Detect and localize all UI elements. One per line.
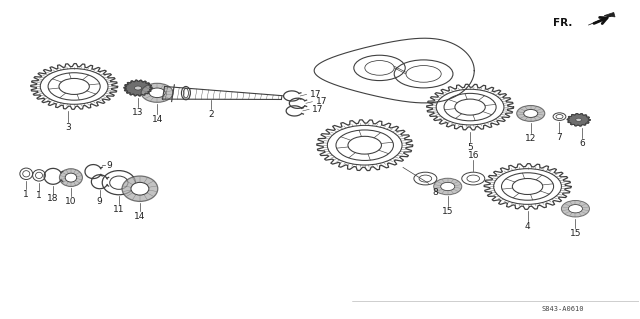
Text: 5: 5 — [467, 143, 473, 152]
Ellipse shape — [134, 86, 141, 90]
Text: 9: 9 — [107, 161, 113, 170]
Text: 17: 17 — [312, 105, 324, 114]
Text: 15: 15 — [570, 229, 581, 238]
Text: 14: 14 — [134, 211, 145, 220]
Text: 1: 1 — [24, 190, 29, 199]
Ellipse shape — [441, 182, 455, 191]
Text: 14: 14 — [152, 115, 163, 124]
Ellipse shape — [60, 169, 83, 187]
Text: 1: 1 — [36, 191, 42, 200]
Ellipse shape — [568, 204, 582, 213]
Text: 9: 9 — [97, 197, 102, 206]
Ellipse shape — [131, 182, 149, 195]
Text: 12: 12 — [525, 134, 536, 143]
Ellipse shape — [561, 200, 589, 217]
Text: 8: 8 — [432, 188, 438, 197]
Text: 6: 6 — [579, 139, 585, 148]
Text: 17: 17 — [316, 97, 327, 106]
Text: S843-A0610: S843-A0610 — [541, 306, 584, 312]
Text: 18: 18 — [47, 195, 59, 204]
Text: 15: 15 — [442, 206, 454, 216]
Text: FR.: FR. — [553, 18, 572, 28]
Text: 10: 10 — [65, 197, 77, 206]
Ellipse shape — [141, 83, 173, 102]
Ellipse shape — [524, 109, 538, 117]
Text: 11: 11 — [113, 205, 125, 214]
Text: 2: 2 — [209, 110, 214, 119]
Text: 13: 13 — [132, 108, 144, 117]
Text: 17: 17 — [310, 90, 321, 99]
Polygon shape — [567, 114, 590, 126]
Polygon shape — [588, 12, 615, 25]
Ellipse shape — [516, 106, 545, 122]
Ellipse shape — [65, 173, 77, 182]
Ellipse shape — [149, 88, 165, 98]
Ellipse shape — [434, 178, 462, 195]
Text: 7: 7 — [557, 133, 563, 142]
Text: 3: 3 — [65, 123, 70, 132]
Polygon shape — [124, 80, 152, 96]
Text: 16: 16 — [467, 151, 479, 160]
Ellipse shape — [576, 118, 582, 122]
Text: 4: 4 — [525, 222, 531, 231]
Ellipse shape — [122, 176, 158, 201]
